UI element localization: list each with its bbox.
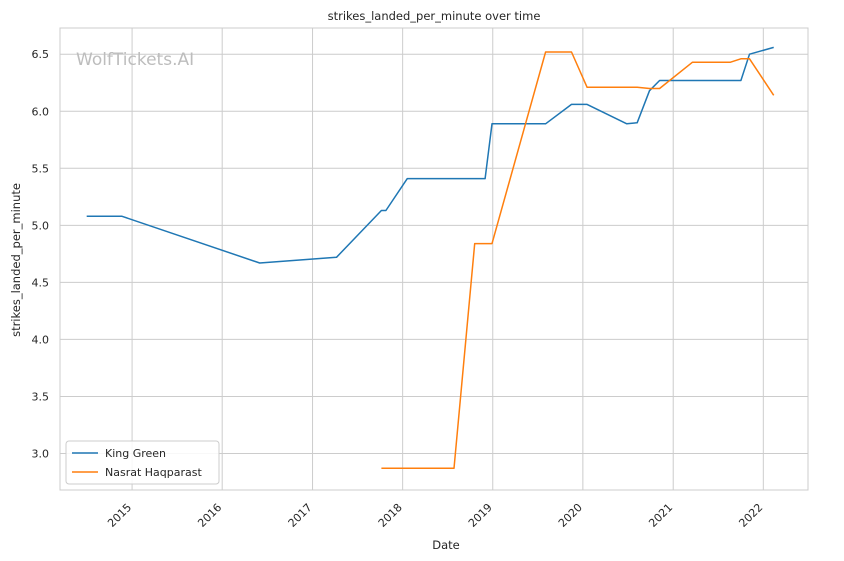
y-tick-label: 4.5	[32, 276, 50, 289]
data-point-king-green	[336, 256, 338, 258]
data-point-nasrat-haqparast	[453, 468, 455, 470]
y-tick-label: 4.0	[32, 333, 50, 346]
x-tick-labels: 2015 2016 2017 2018 2019 2020 2021 2022	[105, 501, 765, 530]
y-tick-label: 3.5	[32, 390, 50, 403]
x-tick-label: 2017	[286, 501, 315, 530]
data-point-nasrat-haqparast	[474, 243, 476, 245]
data-point-king-green	[381, 210, 383, 212]
x-tick-label: 2018	[376, 501, 405, 530]
data-point-nasrat-haqparast	[545, 51, 547, 53]
data-point-king-green	[491, 123, 493, 125]
data-point-nasrat-haqparast	[586, 87, 588, 89]
data-point-nasrat-haqparast	[636, 87, 638, 89]
y-tick-label: 3.0	[32, 447, 50, 460]
y-tick-labels: 3.0 3.5 4.0 4.5 5.0 5.5 6.0 6.5	[32, 48, 50, 460]
legend-box	[65, 440, 220, 485]
data-point-king-green	[659, 80, 661, 82]
x-tick-label: 2021	[646, 501, 675, 530]
legend: King Green Nasrat Haqparast	[65, 440, 220, 485]
x-tick-label: 2022	[736, 501, 765, 530]
legend-label-nasrat-haqparast: Nasrat Haqparast	[105, 466, 202, 479]
data-point-nasrat-haqparast	[491, 243, 493, 245]
data-point-king-green	[740, 80, 742, 82]
data-point-king-green	[571, 104, 573, 106]
x-tick-label: 2020	[556, 501, 585, 530]
series-layer	[86, 46, 775, 470]
data-point-nasrat-haqparast	[571, 51, 573, 53]
data-point-king-green	[626, 123, 628, 125]
data-point-king-green	[586, 104, 588, 106]
data-point-nasrat-haqparast	[740, 58, 742, 60]
legend-label-king-green: King Green	[105, 447, 166, 460]
data-point-king-green	[773, 47, 775, 49]
data-point-king-green	[86, 215, 88, 217]
x-tick-label: 2019	[466, 501, 495, 530]
data-point-king-green	[636, 122, 638, 124]
x-axis-label: Date	[432, 538, 460, 552]
y-tick-label: 5.0	[32, 219, 50, 232]
data-point-king-green	[259, 262, 261, 264]
y-tick-label: 6.0	[32, 105, 50, 118]
y-tick-label: 6.5	[32, 48, 50, 61]
data-point-nasrat-haqparast	[381, 468, 383, 470]
x-tick-label: 2015	[105, 501, 134, 530]
series-line-nasrat-haqparast	[381, 51, 775, 470]
data-point-nasrat-haqparast	[773, 95, 775, 97]
data-point-nasrat-haqparast	[692, 61, 694, 63]
data-point-nasrat-haqparast	[749, 58, 751, 60]
series-line-king-green	[86, 46, 774, 264]
data-point-king-green	[649, 90, 651, 92]
data-point-king-green	[749, 53, 751, 55]
data-point-king-green	[385, 210, 387, 212]
data-point-king-green	[476, 178, 478, 180]
data-point-king-green	[545, 123, 547, 125]
data-point-king-green	[407, 178, 409, 180]
data-point-king-green	[121, 215, 123, 217]
watermark: WolfTickets.AI	[76, 50, 194, 70]
data-point-nasrat-haqparast	[659, 88, 661, 90]
data-point-king-green	[484, 178, 486, 180]
chart-title: strikes_landed_per_minute over time	[328, 9, 541, 23]
x-tick-label: 2016	[195, 501, 224, 530]
plot-area	[59, 27, 809, 491]
data-point-nasrat-haqparast	[649, 88, 651, 90]
data-point-nasrat-haqparast	[730, 61, 732, 63]
y-tick-label: 5.5	[32, 162, 50, 175]
y-axis-label: strikes_landed_per_minute	[9, 183, 23, 337]
